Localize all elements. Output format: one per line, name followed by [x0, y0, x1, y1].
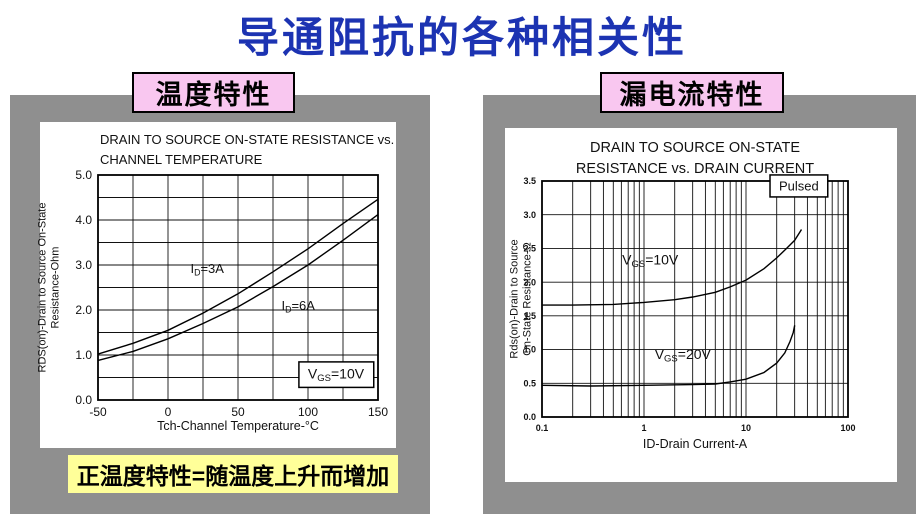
series-curves	[97, 198, 379, 362]
x-tick-label: 50	[231, 405, 245, 419]
temperature-section-tag-label: 温度特性	[155, 80, 272, 110]
x-tick-label: 10	[741, 423, 751, 433]
y-tick-label: 0.5	[523, 378, 536, 388]
x-tick-label: 0	[165, 405, 172, 419]
x-tick-label: 100	[840, 423, 855, 433]
series-curve-id-6a	[97, 214, 379, 362]
chart-title-line-1: DRAIN TO SOURCE ON-STATE	[589, 140, 800, 156]
x-axis-label: ID-Drain Current-A	[643, 437, 748, 451]
plot-grid	[541, 180, 849, 418]
y-tick-label: 1.5	[523, 311, 536, 321]
series-curve-vgs-20v	[541, 325, 796, 387]
annotation-box-pulsed-box	[769, 174, 829, 198]
annotation-box-vgs-10v-box	[298, 361, 375, 389]
y-tick-label: 2.0	[523, 277, 536, 287]
x-tick-label: 150	[368, 405, 388, 419]
y-tick-label: 0.0	[75, 393, 92, 407]
y-axis-label: Rds(on)-Drain to SourceOn-State Resistan…	[509, 239, 534, 358]
page-title: 导通阻抗的各种相关性	[236, 14, 687, 61]
temperature-note: 正温度特性=随温度上升而增加	[68, 455, 398, 493]
chart-title-line-2: RESISTANCE vs. DRAIN CURRENT	[575, 161, 815, 177]
x-tick-label: -50	[89, 405, 107, 419]
annotation-vgs-20v-label: VGS=20V	[655, 346, 712, 365]
x-tick-label: 1	[641, 423, 646, 433]
annotation-id-6a-label: ID=6A	[281, 298, 315, 315]
y-axis-label: RDS(on)-Drain to Source On-StateResistan…	[37, 203, 62, 373]
plot-border	[541, 180, 849, 418]
temperature-chart: -50 0 50 100 150 0.0 1.0 2.0 3.0 4.0 5.0 Tch-Channe…	[37, 168, 389, 433]
x-axis-label: Tch-Channel Temperature-°C	[157, 419, 319, 433]
x-tick-label: 100	[298, 405, 318, 419]
y-tick-label: 4.0	[75, 213, 92, 227]
y-tick-label: 0.0	[523, 412, 536, 422]
y-tick-label: 3.0	[523, 210, 536, 220]
series-curve-id-3a	[97, 198, 379, 355]
series-curves	[541, 229, 803, 387]
tick-labels: -50 0 50 100 150 0.0 1.0 2.0 3.0 4.0 5.0	[75, 168, 388, 419]
series-curve-vgs-10v	[542, 229, 803, 306]
chart-title-line-1: DRAIN TO SOURCE ON-STATE RESISTANCE vs.	[100, 132, 395, 147]
annotation-vgs-10v-box: VGS=10V	[308, 365, 365, 384]
chart-title-line-2: CHANNEL TEMPERATURE	[100, 152, 263, 167]
temperature-section-tag: 温度特性	[132, 72, 295, 113]
drain-current-chart-card: DRAIN TO SOURCE ON-STATE RESISTANCE vs. …	[505, 128, 897, 482]
drain-current-chart: 0.1 1 10 100 0.0 0.5 1.0 1.5 2.0 2.5 3.0 3.5 ID-Drai…	[509, 174, 856, 451]
y-tick-label: 2.0	[75, 303, 92, 317]
y-tick-label: 3.5	[523, 176, 536, 186]
drain-current-chart-title: DRAIN TO SOURCE ON-STATE RESISTANCE vs. …	[505, 138, 885, 180]
tick-labels: 0.1 1 10 100 0.0 0.5 1.0 1.5 2.0 2.5 3.0 3.5	[523, 176, 855, 433]
temperature-note-label: 正温度特性=随温度上升而增加	[76, 463, 390, 489]
drain-current-section-tag-label: 漏电流特性	[619, 80, 765, 110]
annotation-vgs-10v-label: VGS=10V	[622, 252, 679, 271]
y-tick-label: 1.0	[75, 348, 92, 362]
plot-border	[97, 174, 379, 401]
y-tick-label: 5.0	[75, 168, 92, 182]
x-tick-label: 0.1	[536, 423, 549, 433]
temperature-chart-title: DRAIN TO SOURCE ON-STATE RESISTANCE vs. …	[100, 130, 394, 170]
annotation-pulsed-box: Pulsed	[779, 178, 819, 193]
annotation-id-3a-label: ID=3A	[190, 261, 224, 278]
y-tick-label: 2.5	[523, 244, 536, 254]
y-tick-label: 3.0	[75, 258, 92, 272]
drain-current-section-tag: 漏电流特性	[600, 72, 784, 113]
temperature-chart-card: DRAIN TO SOURCE ON-STATE RESISTANCE vs. …	[37, 122, 396, 448]
y-tick-label: 1.0	[523, 345, 536, 355]
